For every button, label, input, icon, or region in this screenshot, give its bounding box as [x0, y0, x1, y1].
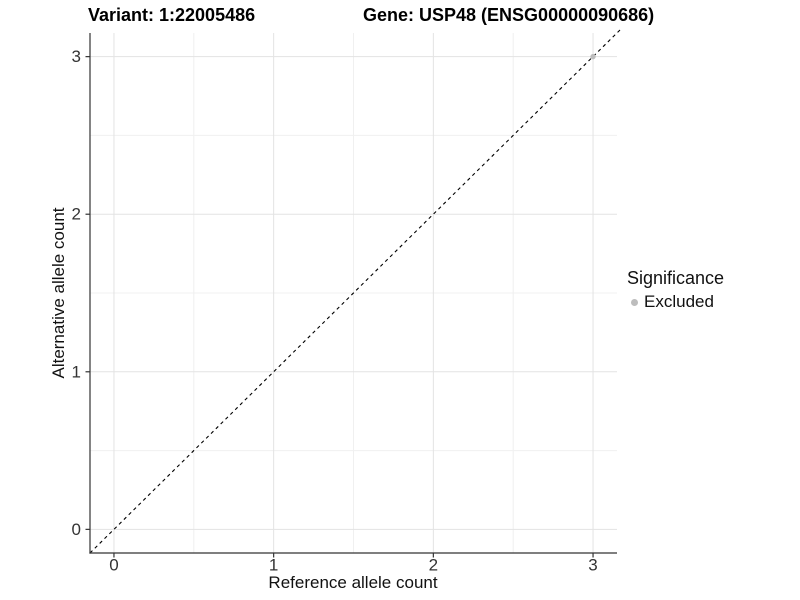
y-tick-label: 3: [72, 47, 81, 66]
legend: Significance Excluded: [627, 268, 724, 312]
x-tick-label: 0: [109, 556, 118, 575]
x-tick-label: 1: [269, 556, 278, 575]
y-tick-label: 1: [72, 362, 81, 381]
x-axis-title: Reference allele count: [268, 573, 438, 592]
x-tick-label: 2: [429, 556, 438, 575]
plot-title-variant: Variant: 1:22005486: [88, 5, 256, 25]
plot-title-gene: Gene: USP48 (ENSG00000090686): [363, 5, 655, 25]
data-point-excluded: [590, 53, 596, 60]
identity-reference-line: [89, 27, 623, 554]
legend-item-label: Excluded: [644, 292, 714, 311]
x-tick-label: 3: [588, 556, 597, 575]
legend-key-dot-icon: [631, 298, 638, 306]
y-axis-title: Alternative allele count: [49, 207, 68, 379]
y-tick-label: 0: [72, 520, 81, 539]
y-tick-label: 2: [72, 205, 81, 224]
legend-title: Significance: [627, 268, 725, 288]
legend-item-excluded: Excluded: [627, 292, 724, 312]
